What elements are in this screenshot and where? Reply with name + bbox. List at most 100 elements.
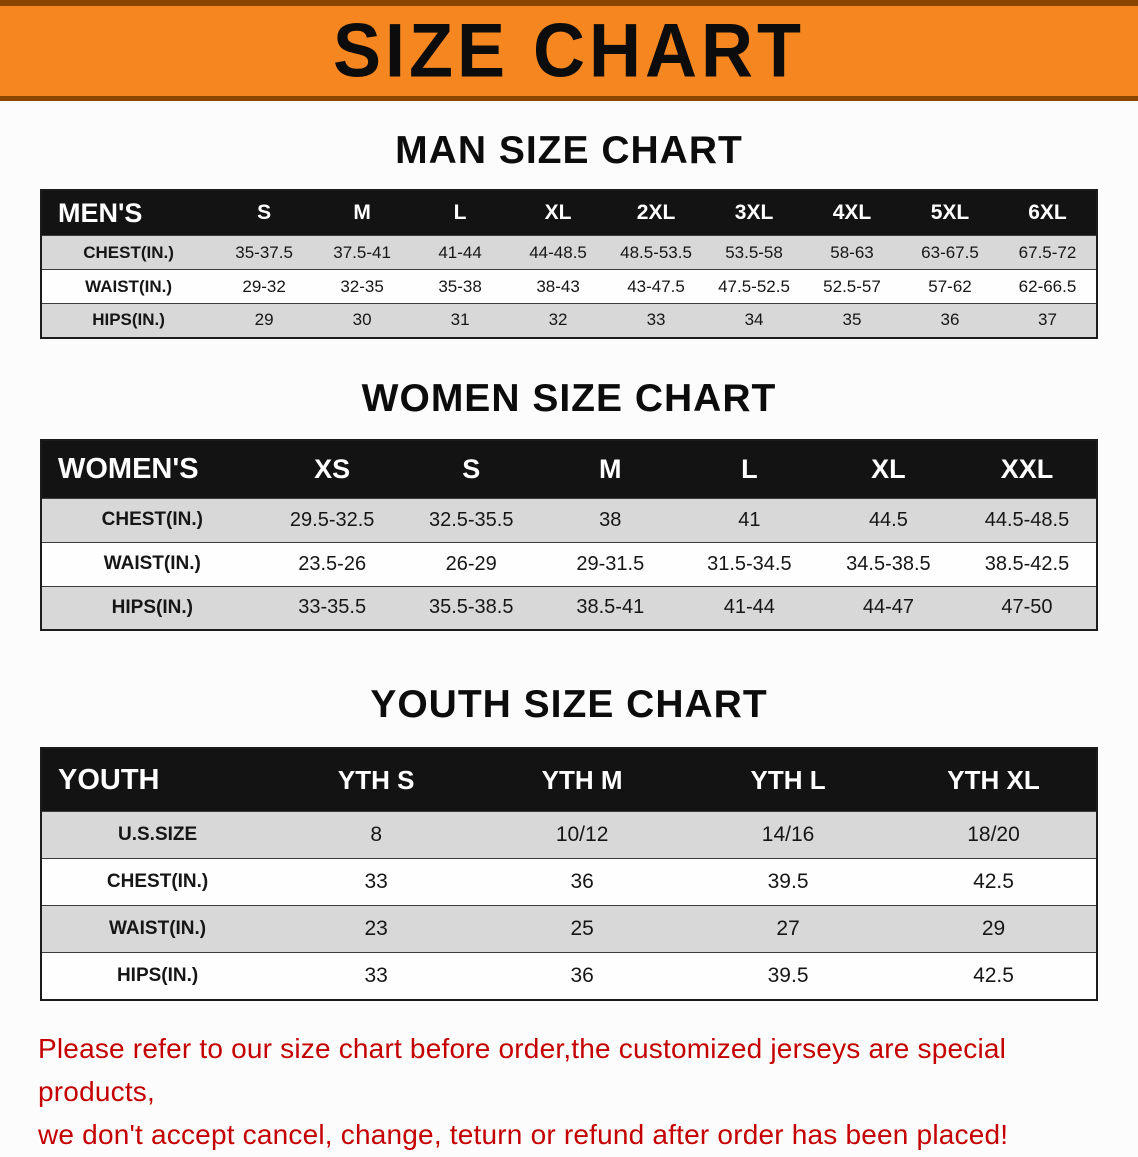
size-column-header: L <box>679 439 819 498</box>
banner-title: SIZE CHART <box>333 8 805 94</box>
size-value: 63-67.5 <box>921 242 979 262</box>
size-value: 14/16 <box>761 823 815 846</box>
size-value: 33 <box>364 963 388 987</box>
size-column-header: XS <box>262 439 402 498</box>
size-value: 31.5-34.5 <box>707 552 792 575</box>
size-value: 52.5-57 <box>823 276 881 296</box>
size-column-header: L <box>411 190 510 236</box>
size-value: 29 <box>981 917 1006 940</box>
size-value: 34.5-38.5 <box>846 552 931 575</box>
women-table-wrap: WOMEN'S XS S M L XL XXL CHEST(IN.) 29.5-32.5 32.5… <box>0 438 1138 631</box>
size-value: 42.5 <box>973 963 1014 987</box>
size-column-header: YTH M <box>479 748 686 812</box>
table-title-cell: WOMEN'S <box>41 439 263 498</box>
measurement-row: HIPS(IN.) 33-35.5 35.5-38.5 38.5-41 41-44 44-… <box>41 586 1097 630</box>
size-value: 44-48.5 <box>529 242 587 262</box>
size-column-header: XL <box>509 190 608 236</box>
row-label: CHEST(IN.) <box>106 871 209 892</box>
size-column-header: S <box>401 439 541 498</box>
size-value: 23 <box>364 917 388 940</box>
row-label: WAIST(IN.) <box>85 276 172 296</box>
note-line-2: we don't accept cancel, change, teturn o… <box>38 1119 1009 1151</box>
size-value: 47-50 <box>1001 596 1053 619</box>
size-value: 38-43 <box>536 276 580 296</box>
size-value: 33-35.5 <box>298 596 367 619</box>
size-value: 47.5-52.5 <box>718 276 790 296</box>
size-header-row: YOUTH YTH S YTH M YTH L YTH XL <box>41 748 1097 812</box>
measurement-row: CHEST(IN.) 33 36 39.5 42.5 <box>41 858 1097 906</box>
size-value: 29 <box>254 310 274 330</box>
size-header-row: WOMEN'S XS S M L XL XXL <box>41 439 1097 498</box>
women-size-table: WOMEN'S XS S M L XL XXL CHEST(IN.) 29.5-32.5 32.5… <box>40 438 1098 631</box>
order-policy-note: Please refer to our size chart before or… <box>38 1027 1100 1157</box>
size-value: 62-66.5 <box>1018 276 1077 296</box>
size-column-header: M <box>540 439 680 498</box>
measurement-row: HIPS(IN.) 33 36 39.5 42.5 <box>41 952 1097 1000</box>
size-value: 32 <box>548 310 568 330</box>
size-value: 8 <box>370 823 382 846</box>
measurement-row: WAIST(IN.) 23.5-26 26-29 29-31.5 31.5-34.5 34… <box>41 542 1097 586</box>
size-value: 42.5 <box>973 870 1014 893</box>
size-header-row: MEN'S S M L XL 2XL 3XL 4XL 5XL 6XL <box>41 190 1097 236</box>
measurement-row: WAIST(IN.) 23 25 27 29 <box>41 905 1097 953</box>
row-label: CHEST(IN.) <box>101 509 203 530</box>
size-column-header: 4XL <box>803 190 901 236</box>
size-value: 43-47.5 <box>627 276 685 296</box>
size-value: 23.5-26 <box>298 552 367 575</box>
men-size-section: MAN SIZE CHART MEN'S S M L XL 2XL 3XL 4XL 5XL 6XL… <box>0 101 1138 339</box>
measurement-row: U.S.SIZE 8 10/12 14/16 18/20 <box>41 811 1097 859</box>
size-value: 48.5-53.5 <box>620 242 692 262</box>
note-line-1: Please refer to our size chart before or… <box>38 1032 1007 1107</box>
size-value: 27 <box>776 917 800 940</box>
size-value: 35-38 <box>438 276 482 296</box>
size-value: 10/12 <box>555 823 609 846</box>
size-value: 29-31.5 <box>576 552 645 575</box>
measurement-row: CHEST(IN.) 29.5-32.5 32.5-35.5 38 41 44.5 44.5… <box>41 498 1097 542</box>
size-value: 39.5 <box>767 870 809 893</box>
row-label: CHEST(IN.) <box>83 242 174 262</box>
size-value: 67.5-72 <box>1018 242 1077 262</box>
size-value: 37 <box>1038 310 1057 330</box>
row-label: U.S.SIZE <box>118 824 198 845</box>
size-value: 58-63 <box>830 242 874 262</box>
size-value: 35 <box>842 310 862 330</box>
size-value: 41 <box>738 508 761 531</box>
women-size-section: WOMEN SIZE CHART WOMEN'S XS S M L XL XXL CHEST(… <box>0 339 1138 631</box>
size-column-header: XXL <box>957 439 1097 498</box>
size-value: 38.5-42.5 <box>984 552 1070 575</box>
size-column-header: 5XL <box>901 190 999 236</box>
size-value: 29.5-32.5 <box>289 508 375 531</box>
size-column-header: XL <box>818 439 958 498</box>
size-value: 33 <box>646 310 666 330</box>
size-column-header: M <box>313 190 412 236</box>
youth-section-heading: YOUTH SIZE CHART <box>370 683 768 726</box>
size-value: 32-35 <box>340 276 384 296</box>
size-value: 53.5-58 <box>725 242 783 262</box>
size-value: 36 <box>570 870 594 893</box>
row-label: HIPS(IN.) <box>111 596 193 618</box>
row-label: WAIST(IN.) <box>109 918 207 939</box>
measurement-row: WAIST(IN.) 29-32 32-35 35-38 38-43 43-47.5 47.… <box>41 269 1097 304</box>
size-value: 41-44 <box>723 596 775 619</box>
size-value: 44.5 <box>868 508 908 531</box>
size-value: 44.5-48.5 <box>984 508 1070 531</box>
table-title-cell: YOUTH <box>41 748 274 812</box>
men-size-table: MEN'S S M L XL 2XL 3XL 4XL 5XL 6XL CHEST(IN.) 35-37… <box>40 189 1098 339</box>
size-column-header: YTH XL <box>891 748 1097 812</box>
size-value: 18/20 <box>967 823 1020 846</box>
men-table-wrap: MEN'S S M L XL 2XL 3XL 4XL 5XL 6XL CHEST(IN.) 35-37… <box>0 189 1138 339</box>
size-value: 44-47 <box>862 596 914 619</box>
size-column-header: YTH L <box>685 748 892 812</box>
size-value: 26-29 <box>445 552 497 575</box>
size-column-header: 2XL <box>607 190 706 236</box>
size-value: 38 <box>599 508 622 531</box>
measurement-row: CHEST(IN.) 35-37.5 37.5-41 41-44 44-48.5 48.5… <box>41 235 1097 270</box>
size-value: 25 <box>570 917 594 940</box>
youth-size-section: YOUTH SIZE CHART YOUTH YTH S YTH M YTH L YTH… <box>0 631 1138 1001</box>
size-column-header: S <box>215 190 314 236</box>
row-label: HIPS(IN.) <box>92 310 165 330</box>
size-chart-banner: SIZE CHART <box>0 0 1138 101</box>
size-column-header: 6XL <box>998 190 1097 236</box>
size-value: 35.5-38.5 <box>428 596 514 619</box>
size-value: 34 <box>744 310 764 330</box>
